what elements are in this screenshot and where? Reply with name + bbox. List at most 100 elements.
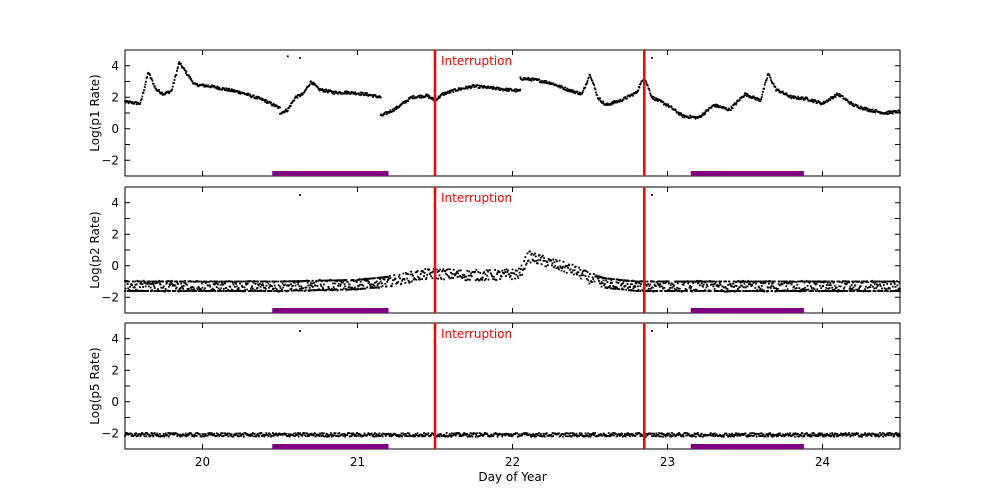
data-point (819, 434, 822, 437)
data-point (529, 434, 532, 437)
time-bar (272, 308, 389, 313)
data-point (723, 433, 726, 436)
data-point (666, 104, 669, 107)
data-point (463, 276, 466, 278)
data-point (402, 272, 405, 275)
data-point (362, 92, 364, 94)
data-point (585, 83, 588, 85)
data-point (686, 290, 688, 292)
data-point (359, 91, 362, 94)
data-point (187, 74, 190, 77)
data-point (288, 284, 290, 287)
data-point (678, 280, 680, 283)
data-point (468, 270, 471, 273)
data-point (534, 255, 537, 258)
data-point (676, 280, 679, 283)
data-point (270, 290, 273, 292)
data-point (339, 285, 341, 287)
data-point (493, 278, 496, 281)
data-point (296, 434, 299, 436)
data-point (299, 289, 301, 292)
data-point (449, 433, 451, 436)
data-point (754, 98, 757, 101)
data-point (870, 284, 872, 287)
data-point (186, 290, 189, 292)
data-point (378, 432, 381, 435)
data-point (189, 75, 191, 78)
data-point (742, 433, 744, 435)
data-point (656, 281, 659, 284)
data-point (725, 280, 728, 283)
data-point (786, 282, 788, 285)
data-point (637, 288, 640, 291)
data-point (532, 433, 535, 435)
data-point (563, 270, 566, 273)
data-point (525, 434, 528, 436)
data-point (766, 77, 768, 80)
data-point (203, 85, 206, 88)
data-point (180, 65, 183, 67)
data-point (237, 432, 240, 435)
data-point (410, 280, 413, 283)
data-point (551, 432, 554, 434)
data-point (465, 275, 467, 278)
data-point (784, 289, 786, 292)
data-point (289, 288, 292, 291)
data-point (430, 97, 433, 100)
data-point (293, 99, 296, 102)
data-point (220, 432, 223, 434)
data-point (833, 435, 835, 438)
data-point (710, 106, 713, 109)
data-point (861, 281, 864, 284)
data-point (665, 290, 668, 292)
data-point (441, 269, 444, 272)
data-point (421, 95, 423, 97)
data-point (851, 432, 854, 435)
data-point (624, 435, 627, 438)
data-point (284, 280, 287, 283)
data-point (661, 433, 664, 435)
data-point (366, 92, 368, 95)
data-point (669, 435, 671, 438)
data-point (343, 434, 345, 437)
data-point (429, 435, 432, 437)
data-point (482, 272, 485, 275)
data-point (295, 289, 298, 292)
data-point (530, 435, 533, 438)
data-point (711, 434, 713, 437)
data-point (633, 285, 635, 288)
data-point (175, 74, 178, 76)
data-point (182, 433, 184, 436)
data-point (185, 435, 188, 438)
data-point (366, 280, 369, 282)
data-point (592, 82, 594, 84)
data-point (842, 290, 845, 292)
data-point (376, 284, 379, 287)
data-point (263, 435, 266, 438)
data-point (148, 72, 151, 75)
data-point (587, 435, 590, 438)
data-point (180, 290, 183, 292)
data-point (866, 434, 868, 437)
data-point (788, 95, 790, 98)
data-point (586, 271, 589, 273)
data-point (864, 108, 867, 111)
data-point (374, 434, 377, 437)
data-point (634, 286, 637, 288)
data-point (133, 290, 136, 292)
data-point (545, 432, 548, 434)
data-point (173, 82, 175, 84)
data-point (227, 87, 229, 90)
data-point (889, 112, 891, 115)
data-point (714, 435, 717, 438)
data-point (192, 280, 195, 283)
data-point (602, 102, 605, 105)
data-point (166, 281, 168, 284)
data-point (857, 288, 860, 291)
data-point (455, 272, 458, 274)
data-point (444, 435, 447, 438)
data-point (148, 433, 150, 436)
data-point (477, 271, 480, 273)
data-point (573, 269, 576, 271)
data-point (610, 103, 613, 106)
